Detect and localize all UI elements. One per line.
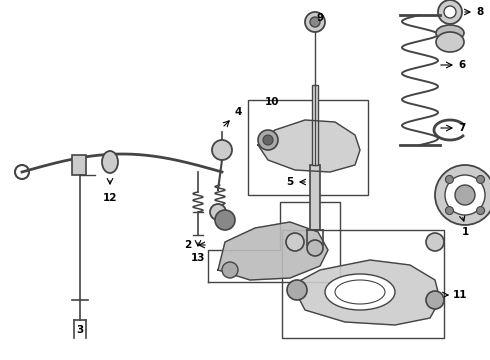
Circle shape [426,233,444,251]
Polygon shape [258,120,360,172]
Circle shape [286,233,304,251]
Circle shape [263,135,273,145]
Text: 1: 1 [462,227,468,237]
Text: 5: 5 [286,177,294,187]
Circle shape [444,6,456,18]
Circle shape [438,0,462,24]
Circle shape [287,280,307,300]
Circle shape [258,130,278,150]
Circle shape [455,185,475,205]
Circle shape [310,17,320,27]
Ellipse shape [325,274,395,310]
Bar [282,230,444,338]
Circle shape [477,175,485,184]
Ellipse shape [436,32,464,52]
Text: 3: 3 [76,325,84,335]
Bar [72,155,86,175]
Circle shape [305,12,325,32]
Text: 8: 8 [476,7,484,17]
Circle shape [445,175,453,184]
Circle shape [477,207,485,215]
Circle shape [307,240,323,256]
Circle shape [222,262,238,278]
Bar [312,85,318,165]
Bar [248,100,368,195]
Text: 6: 6 [458,60,466,70]
Circle shape [445,175,485,215]
Circle shape [445,207,453,215]
Text: 11: 11 [453,290,467,300]
Text: 10: 10 [265,97,279,107]
Circle shape [435,165,490,225]
Text: 9: 9 [317,13,323,23]
Text: 2: 2 [184,240,192,250]
Circle shape [215,210,235,230]
Text: 12: 12 [103,193,117,203]
Ellipse shape [102,151,118,173]
Text: 4: 4 [234,107,242,117]
Ellipse shape [436,25,464,41]
Circle shape [426,291,444,309]
Bar [310,165,320,230]
Circle shape [210,204,226,220]
Text: 7: 7 [458,123,466,133]
Text: 13: 13 [191,253,205,263]
Polygon shape [208,202,340,282]
Polygon shape [218,222,328,280]
Circle shape [212,140,232,160]
Polygon shape [292,260,440,325]
